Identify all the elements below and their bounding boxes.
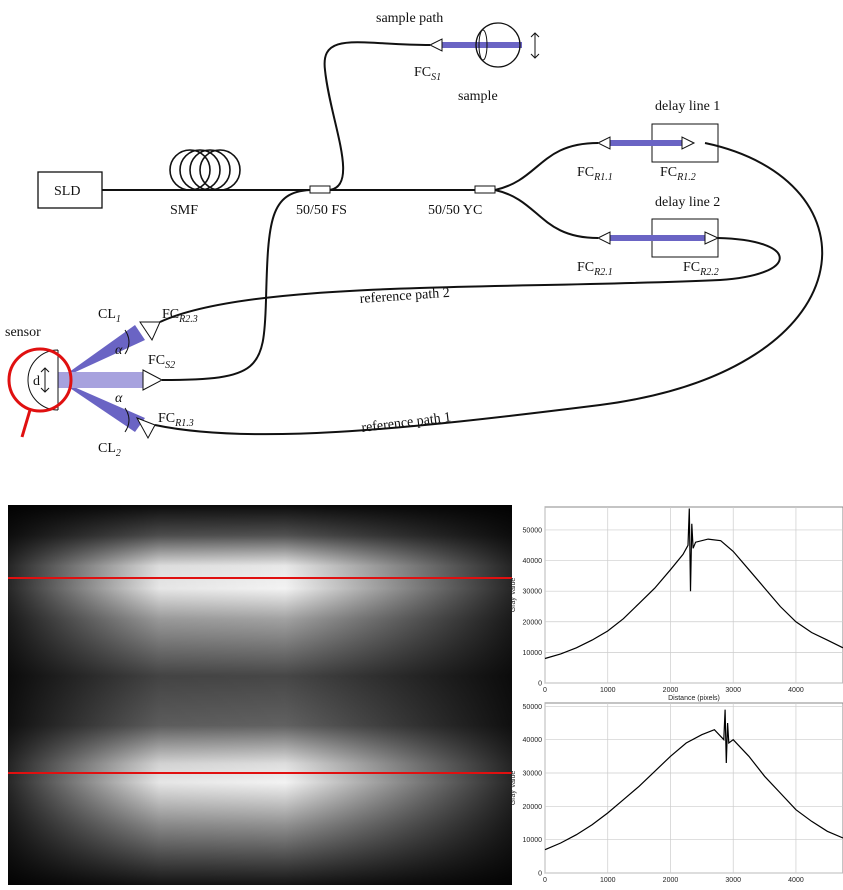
label: d: [33, 374, 40, 389]
label-main: FC: [162, 307, 179, 322]
x-tick-label: 2000: [663, 687, 679, 694]
label-main: FC: [158, 411, 175, 426]
y-tick-label: 40000: [523, 737, 543, 744]
coupler-yc: [475, 186, 495, 193]
y-axis-label: Gray Value: [510, 578, 517, 613]
label-sub: R2.3: [178, 314, 198, 325]
sample-arm: [430, 23, 539, 67]
x-axis-label: Distance (pixels): [668, 695, 720, 702]
fiber-collimator: [143, 370, 162, 390]
label: sample path: [376, 11, 443, 26]
label-main: FC: [577, 165, 594, 180]
fiber-coil: [170, 150, 240, 190]
beam: [610, 140, 682, 146]
label-sub: S2: [165, 360, 175, 371]
label: α: [115, 391, 123, 406]
label-sub: 2: [116, 448, 121, 459]
label: SLD: [54, 184, 80, 199]
y-tick-label: 30000: [523, 589, 543, 596]
label-sub: R1.2: [676, 172, 696, 183]
y-tick-label: 20000: [523, 804, 543, 811]
camera-image: [8, 505, 512, 885]
label: α: [115, 343, 123, 358]
label: delay line 2: [655, 195, 720, 210]
label: sensor: [5, 325, 41, 340]
beam: [442, 42, 522, 48]
plot-area: [545, 507, 843, 683]
motion-arrow: [531, 33, 539, 58]
label: 50/50 YC: [428, 203, 482, 218]
label-main: CL: [98, 307, 116, 322]
x-tick-label: 3000: [725, 687, 741, 694]
label: SMF: [170, 203, 198, 218]
fiber-collimator: [137, 418, 155, 438]
label: CL2: [98, 441, 121, 459]
label-main: FC: [148, 353, 165, 368]
y-tick-label: 10000: [523, 650, 543, 657]
x-tick-label: 1000: [600, 687, 616, 694]
plot-area: [545, 703, 843, 873]
x-tick-label: 4000: [788, 877, 804, 884]
label: sample: [458, 89, 498, 104]
label-sub: S1: [431, 72, 441, 83]
fiber-collimator: [705, 232, 718, 244]
label-sub: R1.1: [593, 172, 613, 183]
label: FCR1.1: [577, 165, 613, 183]
fiber-collimator: [598, 232, 610, 244]
x-tick-label: 1000: [600, 877, 616, 884]
y-tick-label: 10000: [523, 837, 543, 844]
label: FCS1: [414, 65, 441, 83]
label-main: FC: [414, 65, 431, 80]
y-axis-label: Gray Value: [510, 771, 517, 806]
label: FCS2: [148, 353, 175, 371]
label-main: FC: [577, 260, 594, 275]
delay-lines: [598, 124, 718, 257]
magnifier-handle: [22, 410, 30, 437]
label-main: FC: [660, 165, 677, 180]
label: delay line 1: [655, 99, 720, 114]
d-arrow: [41, 368, 49, 392]
label-sub: R1.3: [174, 418, 194, 429]
label: FCR2.2: [683, 260, 719, 278]
label-main: FC: [683, 260, 700, 275]
label: FCR2.3: [162, 307, 198, 325]
x-tick-label: 0: [543, 687, 547, 694]
label-sub: 1: [116, 314, 121, 325]
x-tick-label: 4000: [788, 687, 804, 694]
label-sub: R2.1: [593, 267, 613, 278]
fiber-collimator: [598, 137, 610, 149]
x-tick-label: 3000: [725, 877, 741, 884]
x-tick-label: 2000: [663, 877, 679, 884]
fiber-collimator: [430, 39, 442, 51]
label-main: CL: [98, 441, 116, 456]
y-tick-label: 30000: [523, 771, 543, 778]
y-tick-label: 50000: [523, 527, 543, 534]
fiber: [495, 190, 598, 238]
label: FCR1.2: [660, 165, 696, 183]
label: 50/50 FS: [296, 203, 347, 218]
y-tick-label: 40000: [523, 558, 543, 565]
label: reference path 2: [359, 286, 450, 307]
y-tick-label: 0: [538, 871, 542, 878]
figure: sample path sample delay line 1 delay li…: [0, 0, 843, 890]
image-vignette: [8, 505, 512, 885]
fiber: [162, 190, 310, 380]
y-tick-label: 0: [538, 681, 542, 688]
label: FCR2.1: [577, 260, 613, 278]
beam: [610, 235, 705, 241]
label: CL1: [98, 307, 121, 325]
x-tick-label: 0: [543, 877, 547, 884]
y-tick-label: 20000: [523, 619, 543, 626]
y-tick-label: 50000: [523, 704, 543, 711]
fiber-collimator: [682, 137, 694, 149]
label: reference path 1: [361, 410, 452, 436]
coupler-fs: [310, 186, 330, 193]
fiber: [160, 238, 780, 322]
label-sub: R2.2: [699, 267, 719, 278]
